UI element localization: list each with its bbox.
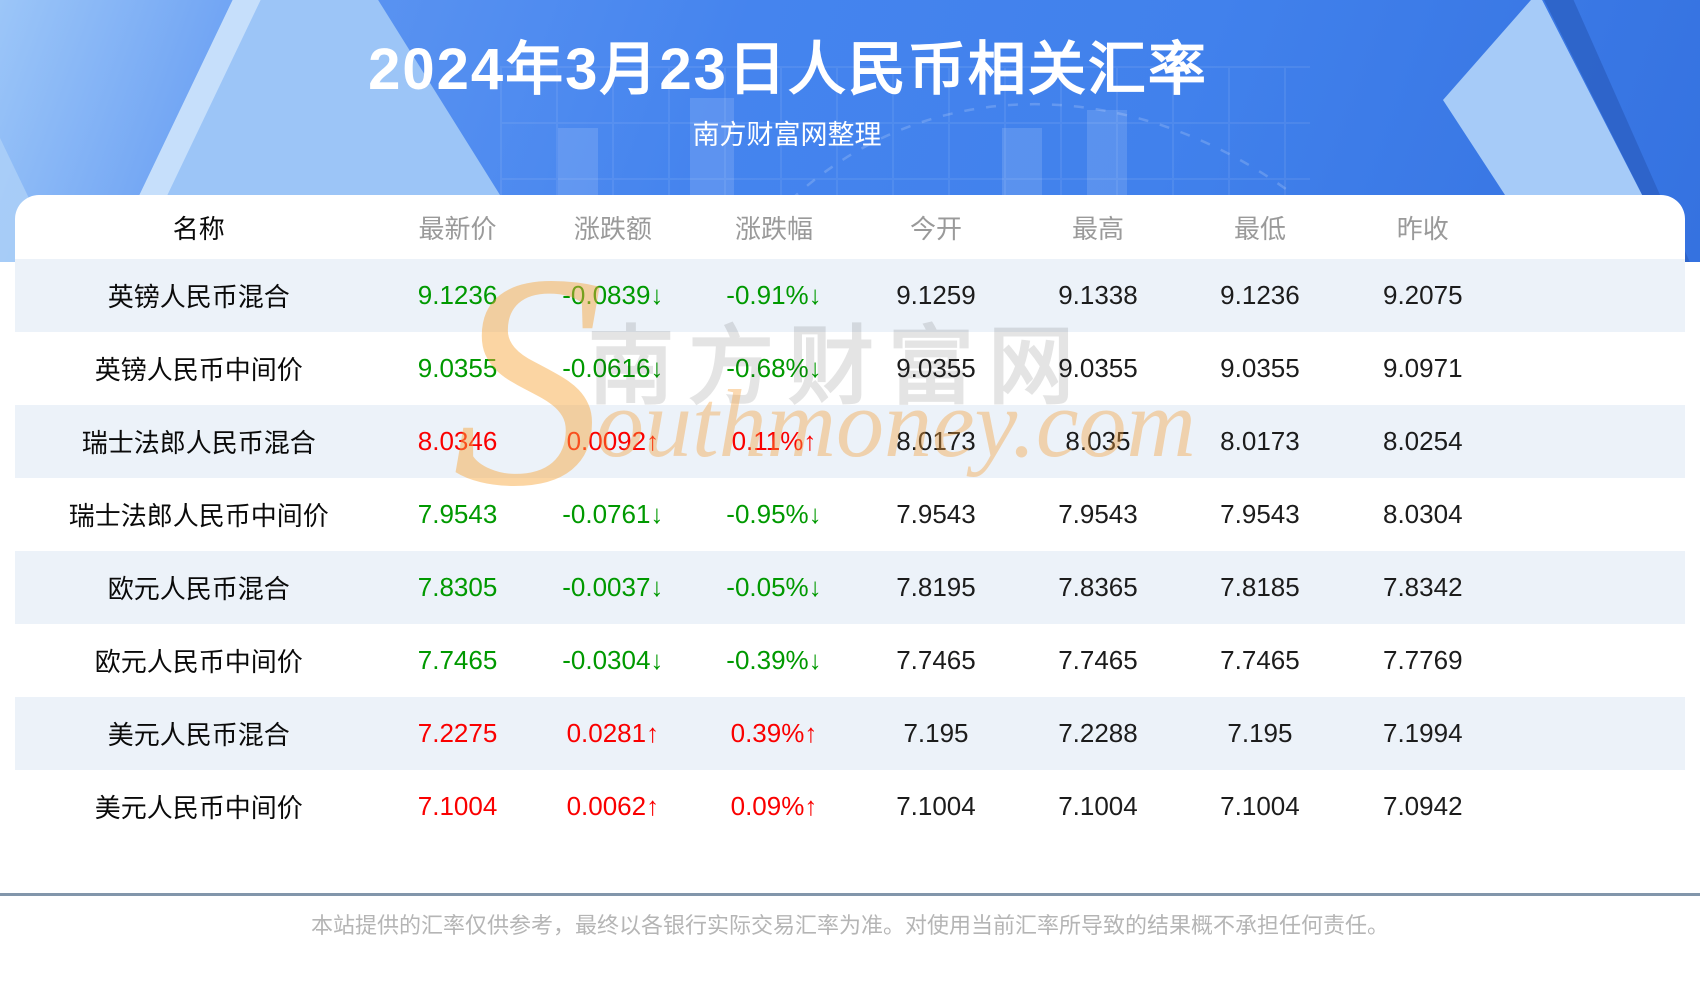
cell-name: 美元人民币中间价 [94, 793, 303, 823]
cell-high: 7.8365 [1058, 572, 1138, 602]
cell-prev: 7.1994 [1383, 718, 1463, 748]
cell-pct: -0.39%↓ [726, 645, 822, 675]
cell-change: 0.0281↑ [566, 718, 660, 748]
cell-latest: 7.1004 [417, 791, 498, 821]
cell-change: -0.0037↓ [562, 572, 664, 602]
cell-name: 美元人民币混合 [107, 720, 290, 750]
cell-prev: 8.0304 [1383, 499, 1463, 529]
column-header-1: 最新价 [418, 213, 497, 244]
dashed-curve-shape [759, 102, 1291, 233]
cell-high: 7.2288 [1058, 718, 1138, 748]
cell-pct: -0.95%↓ [726, 499, 822, 529]
cell-open: 7.7465 [896, 645, 976, 675]
cell-name: 瑞士法郎人民币中间价 [68, 501, 329, 531]
cell-high: 7.1004 [1058, 791, 1138, 821]
cell-high: 7.7465 [1058, 645, 1138, 675]
cell-change: -0.0839↓ [562, 280, 664, 310]
cell-pct: 0.09%↑ [730, 791, 818, 821]
page-title: 2024年3月23日人民币相关汇率 [368, 37, 1208, 102]
table-row: 英镑人民币中间价 9.0355 -0.0616↓ -0.68%↓ 9.0355 9.035… [15, 332, 1685, 405]
cell-open: 7.1004 [896, 791, 976, 821]
cell-change: -0.0616↓ [562, 353, 664, 383]
cell-prev: 9.2075 [1383, 280, 1463, 310]
cell-open: 8.0173 [896, 426, 976, 456]
cell-latest: 8.0346 [417, 426, 498, 456]
cell-pct: -0.68%↓ [726, 353, 822, 383]
cell-latest: 7.9543 [417, 499, 498, 529]
cell-pct: -0.91%↓ [726, 280, 822, 310]
table-row: 瑞士法郎人民币中间价 7.9543 -0.0761↓ -0.95%↓ 7.9543 7.9… [15, 478, 1685, 551]
footer-divider [0, 893, 1700, 896]
cell-low: 7.7465 [1220, 645, 1300, 675]
cell-high: 8.035 [1065, 426, 1131, 456]
column-header-3: 涨跌幅 [734, 213, 813, 244]
cell-high: 7.9543 [1058, 499, 1138, 529]
cell-name: 英镑人民币中间价 [94, 355, 303, 385]
cell-low: 8.0173 [1220, 426, 1300, 456]
cell-prev: 7.0942 [1383, 791, 1463, 821]
rates-table-card: 名称 最新价 涨跌额 涨跌幅 今开 最高 最低 昨收 英镑人民币混合 9.1236 -0.0839… [15, 195, 1685, 893]
cell-open: 7.195 [903, 718, 969, 748]
cell-latest: 7.7465 [417, 645, 498, 675]
cell-open: 9.0355 [896, 353, 976, 383]
cell-prev: 9.0971 [1383, 353, 1463, 383]
cell-change: -0.0304↓ [562, 645, 664, 675]
cell-change: -0.0761↓ [562, 499, 664, 529]
cell-low: 7.1004 [1220, 791, 1300, 821]
cell-name: 欧元人民币中间价 [94, 647, 303, 677]
table-row: 美元人民币混合 7.2275 0.0281↑ 0.39%↑ 7.195 7.2288 7.1… [15, 697, 1685, 770]
cell-name: 欧元人民币混合 [107, 574, 290, 604]
cell-prev: 8.0254 [1383, 426, 1463, 456]
column-header-5: 最高 [1071, 213, 1124, 244]
cell-latest: 7.2275 [417, 718, 498, 748]
cell-name: 瑞士法郎人民币混合 [81, 428, 316, 458]
cell-pct: 0.11%↑ [731, 426, 817, 456]
table-row: 美元人民币中间价 7.1004 0.0062↑ 0.09%↑ 7.1004 7.1004 7… [15, 770, 1685, 843]
page-subtitle: 南方财富网整理 [692, 120, 882, 150]
cell-pct: 0.39%↑ [730, 718, 818, 748]
cell-change: 0.0062↑ [566, 791, 660, 821]
cell-latest: 9.0355 [417, 353, 498, 383]
table-body: 英镑人民币混合 9.1236 -0.0839↓ -0.91%↓ 9.1259 9.1338… [15, 259, 1685, 843]
cell-open: 9.1259 [896, 280, 976, 310]
cell-high: 9.1338 [1058, 280, 1138, 310]
cell-latest: 9.1236 [417, 280, 498, 310]
cell-low: 7.9543 [1220, 499, 1300, 529]
table-header-row: 名称 最新价 涨跌额 涨跌幅 今开 最高 最低 昨收 [15, 195, 1685, 259]
cell-open: 7.8195 [896, 572, 976, 602]
column-header-6: 最低 [1233, 213, 1286, 244]
cell-name: 英镑人民币混合 [107, 282, 290, 312]
cell-low: 7.8185 [1220, 572, 1300, 602]
cell-low: 7.195 [1227, 718, 1293, 748]
column-header-7: 昨收 [1396, 213, 1449, 244]
table-row: 欧元人民币混合 7.8305 -0.0037↓ -0.05%↓ 7.8195 7.8365… [15, 551, 1685, 624]
cell-prev: 7.8342 [1383, 572, 1463, 602]
cell-low: 9.1236 [1220, 280, 1300, 310]
column-header-0: 名称 [172, 213, 225, 244]
table-row: 欧元人民币中间价 7.7465 -0.0304↓ -0.39%↓ 7.7465 7.746… [15, 624, 1685, 697]
cell-open: 7.9543 [896, 499, 976, 529]
cell-high: 9.0355 [1058, 353, 1138, 383]
cell-change: 0.0092↑ [566, 426, 660, 456]
table-row: 瑞士法郎人民币混合 8.0346 0.0092↑ 0.11%↑ 8.0173 8.035 8… [15, 405, 1685, 478]
table-row: 英镑人民币混合 9.1236 -0.0839↓ -0.91%↓ 9.1259 9.1338… [15, 259, 1685, 332]
cell-low: 9.0355 [1220, 353, 1300, 383]
column-header-4: 今开 [909, 213, 962, 244]
cell-latest: 7.8305 [417, 572, 498, 602]
cell-prev: 7.7769 [1383, 645, 1463, 675]
cell-pct: -0.05%↓ [726, 572, 822, 602]
disclaimer-text: 本站提供的汇率仅供参考，最终以各银行实际交易汇率为准。对使用当前汇率所导致的结果… [310, 913, 1389, 938]
column-header-2: 涨跌额 [573, 213, 652, 244]
